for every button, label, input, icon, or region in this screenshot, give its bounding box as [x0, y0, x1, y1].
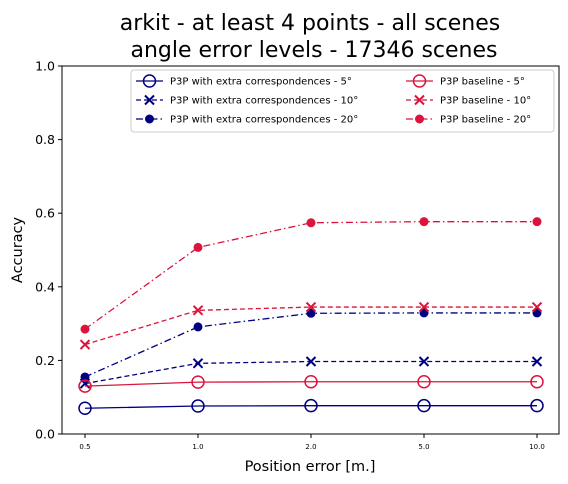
y-tick-label: 0.6 — [35, 206, 55, 221]
y-tick-label: 0.4 — [35, 279, 55, 294]
legend-marker — [412, 74, 427, 88]
y-tick-label: 0.8 — [35, 132, 55, 147]
data-point — [306, 218, 316, 228]
legend-marker — [415, 114, 424, 124]
x-tick-label: 1.0 — [192, 443, 203, 451]
series-line — [84, 312, 537, 378]
chart-title-line-2: angle error levels - 17346 scenes — [131, 38, 498, 63]
data-point — [193, 322, 203, 332]
data-point — [418, 356, 430, 367]
x-axis: 0.5 1.0 2.0 5.0 10.0 — [79, 434, 545, 451]
data-point — [78, 401, 92, 415]
data-point — [419, 308, 429, 318]
y-axis-label: Accuracy — [10, 216, 26, 283]
legend-marker — [144, 94, 155, 106]
legend-marker — [145, 114, 154, 124]
x-tick-label: 10.0 — [529, 443, 545, 451]
series-2 — [79, 356, 543, 389]
data-point — [304, 374, 318, 389]
data-point — [532, 308, 542, 318]
data-point — [532, 217, 542, 227]
data-point — [193, 242, 203, 252]
series-6 — [80, 217, 542, 334]
legend: P3P with extra correspondences - 5° P3P w… — [130, 69, 555, 133]
legend-frame — [130, 69, 555, 133]
x-tick-label: 0.5 — [79, 443, 90, 451]
y-tick-label: 0.2 — [35, 353, 55, 368]
legend-entry: P3P with extra correspondences - 20° — [136, 114, 358, 126]
series-line — [84, 405, 537, 409]
series-1 — [78, 398, 544, 415]
data-point — [418, 301, 430, 313]
series-5 — [79, 301, 543, 350]
x-tick-label: 2.0 — [305, 443, 316, 451]
data-point — [80, 372, 90, 382]
legend-marker — [142, 74, 157, 88]
x-tick-label: 5.0 — [418, 443, 429, 451]
y-tick-label: 0.0 — [35, 427, 55, 442]
series-line — [84, 381, 537, 387]
legend-marker — [414, 94, 425, 106]
data-point — [192, 305, 204, 316]
series-line — [84, 360, 537, 385]
data-point — [531, 356, 543, 367]
series-3 — [80, 308, 542, 382]
data-point — [191, 399, 205, 413]
legend-entry: P3P with extra correspondences - 5° — [136, 74, 352, 88]
data-point — [417, 374, 431, 389]
legend-label: P3P with extra correspondences - 20° — [170, 115, 358, 126]
legend-label: P3P baseline - 20° — [440, 115, 531, 126]
x-axis-label: Position error [m.] — [245, 459, 376, 475]
data-point — [305, 356, 317, 367]
y-tick-label: 1.0 — [35, 59, 55, 74]
data-point — [306, 308, 316, 318]
legend-label: P3P baseline - 10° — [440, 96, 531, 107]
legend-entry: P3P baseline - 5° — [406, 74, 525, 88]
data-point — [305, 301, 317, 313]
y-axis: 0.0 0.2 0.4 0.6 0.8 1.0 — [35, 59, 62, 442]
legend-entry: P3P baseline - 10° — [406, 94, 531, 107]
chart-title-line-1: arkit - at least 4 points - all scenes — [120, 11, 500, 36]
data-point — [417, 398, 431, 413]
legend-label: P3P with extra correspondences - 5° — [170, 77, 352, 88]
series-4 — [78, 374, 544, 393]
legend-label: P3P with extra correspondences - 10° — [170, 96, 358, 107]
data-point — [191, 375, 205, 389]
data-point — [530, 398, 544, 413]
legend-entry: P3P with extra correspondences - 10° — [136, 94, 358, 107]
data-point — [304, 398, 318, 413]
data-point — [419, 217, 429, 227]
data-point — [531, 301, 543, 313]
data-point — [78, 379, 92, 393]
data-point — [80, 324, 90, 334]
series-layer — [78, 217, 544, 415]
data-point — [79, 339, 91, 350]
series-line — [84, 221, 537, 330]
data-point — [530, 374, 544, 389]
legend-entry: P3P baseline - 20° — [406, 114, 531, 126]
data-point — [192, 358, 204, 369]
legend-label: P3P baseline - 5° — [440, 77, 525, 88]
